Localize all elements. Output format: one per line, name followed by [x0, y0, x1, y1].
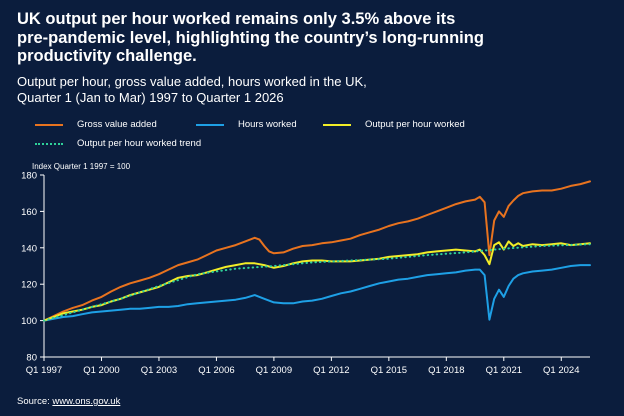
y-tick-label: 140 — [21, 243, 37, 254]
x-tick-label: Q1 2021 — [486, 365, 522, 376]
source-prefix: Source: — [17, 396, 53, 407]
index-note: Index Quarter 1 1997 = 100 — [32, 162, 131, 171]
legend-item-hours: Hours worked — [196, 119, 297, 130]
chart-title: UK output per hour worked remains only 3… — [17, 10, 484, 65]
x-tick-label: Q1 2006 — [198, 365, 234, 376]
y-tick-label: 80 — [26, 353, 37, 364]
legend-item-trend: Output per hour worked trend — [35, 138, 201, 149]
legend-label-gva: Gross value added — [77, 119, 157, 130]
series-line-gva — [43, 180, 591, 322]
y-tick-label: 120 — [21, 280, 37, 291]
legend-label-hours: Hours worked — [238, 119, 297, 130]
legend-item-gva: Gross value added — [35, 119, 157, 130]
source-link[interactable]: www.ons.gov.uk — [52, 396, 121, 407]
legend-item-oph: Output per hour worked — [323, 119, 465, 130]
y-tick-label: 160 — [21, 207, 37, 218]
y-tick-label: 100 — [21, 316, 37, 327]
source-line: Source: www.ons.gov.uk — [17, 396, 120, 407]
series-line-hours — [43, 264, 591, 322]
y-tick-label: 180 — [21, 171, 37, 182]
x-tick-label: Q1 2012 — [313, 365, 349, 376]
x-tick-label: Q1 1997 — [26, 365, 62, 376]
series-line-trend — [43, 243, 591, 322]
x-tick-label: Q1 2018 — [428, 365, 464, 376]
x-tick-label: Q1 2015 — [371, 365, 407, 376]
x-tick-label: Q1 2000 — [83, 365, 119, 376]
legend-label-trend: Output per hour worked trend — [77, 138, 202, 149]
legend-swatch-hours — [196, 123, 224, 126]
x-tick-label: Q1 2024 — [543, 365, 579, 376]
legend-swatch-trend — [35, 142, 63, 145]
legend-swatch-oph — [323, 123, 351, 126]
x-tick-label: Q1 2003 — [141, 365, 177, 376]
legend-label-oph: Output per hour worked — [365, 119, 465, 130]
chart-subtitle: Output per hour, gross value added, hour… — [17, 74, 367, 105]
x-tick-label: Q1 2009 — [256, 365, 292, 376]
legend-swatch-gva — [35, 123, 63, 126]
